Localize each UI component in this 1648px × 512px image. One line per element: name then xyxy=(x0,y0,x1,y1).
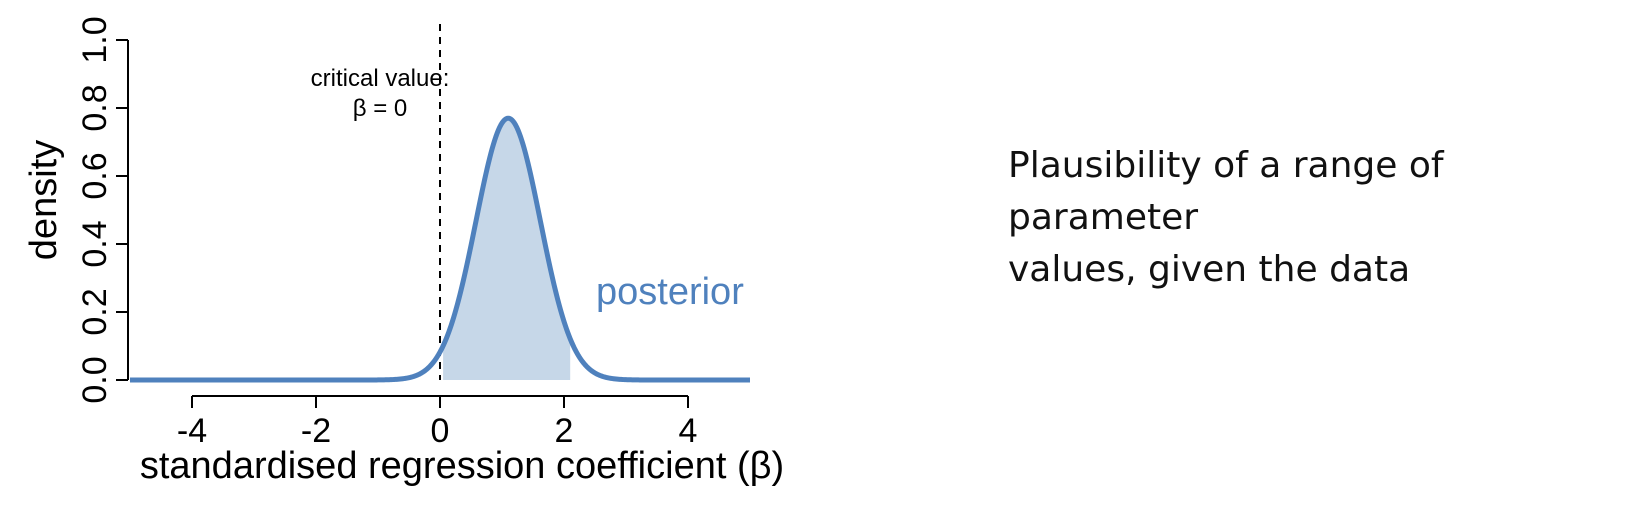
y-tick-label: 0.8 xyxy=(76,84,114,131)
caption: Plausibility of a range of parameter val… xyxy=(1008,140,1628,296)
caption-line-1: Plausibility of a range of parameter xyxy=(1008,145,1444,238)
y-tick-label: 0.6 xyxy=(76,152,114,199)
x-tick-label: -4 xyxy=(177,412,207,450)
x-tick-label: 2 xyxy=(555,412,574,450)
reference-line-label-1: critical value: xyxy=(311,65,450,92)
y-tick-label: 0.0 xyxy=(76,356,114,403)
posterior-curve xyxy=(128,115,752,383)
y-tick-label: 0.2 xyxy=(76,288,114,335)
x-axis: -4 -2 0 2 4 xyxy=(177,395,698,450)
caption-line-2: values, given the data xyxy=(1008,249,1411,290)
x-tick-label: 0 xyxy=(431,412,450,450)
x-tick-label: -2 xyxy=(301,412,331,450)
reference-line-label-2: β = 0 xyxy=(353,95,408,122)
y-tick-label: 0.4 xyxy=(76,220,114,267)
y-axis-label: density xyxy=(23,140,65,260)
y-axis: 0.0 0.2 0.4 0.6 0.8 1.0 xyxy=(76,16,129,404)
plot-area xyxy=(128,24,752,383)
y-tick-label: 1.0 xyxy=(76,16,114,63)
x-tick-label: 4 xyxy=(679,412,698,450)
x-axis-label: standardised regression coefficient (β) xyxy=(140,445,784,487)
series-label-posterior: posterior xyxy=(596,271,744,313)
posterior-density-chart: 0.0 0.2 0.4 0.6 0.8 1.0 -4 -2 0 2 4 standardised … xyxy=(23,16,784,487)
shaded-interval xyxy=(443,118,571,380)
